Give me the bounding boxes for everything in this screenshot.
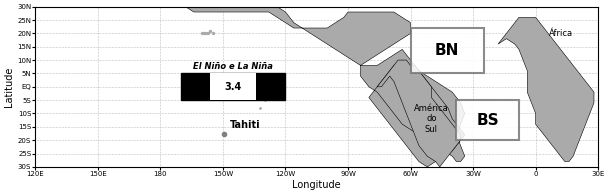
Text: BN: BN [435,43,459,58]
Text: 3.4: 3.4 [225,82,242,92]
Point [208,32,217,35]
Point [202,32,211,35]
Polygon shape [185,0,465,167]
Y-axis label: Latitude: Latitude [4,67,14,107]
Text: África: África [549,29,572,38]
Bar [410,28,484,73]
Bar [181,73,286,100]
Text: BS: BS [476,113,499,128]
Point [256,107,266,110]
X-axis label: Longitude: Longitude [292,180,341,190]
Bar [211,73,256,100]
Point [203,32,213,35]
Text: El Niño e La Niña: El Niño e La Niña [194,62,273,71]
Point [206,29,216,32]
Point [199,32,209,35]
Point [260,99,270,102]
Point [197,32,207,35]
Polygon shape [498,17,594,162]
Point [264,93,273,96]
Bar [456,100,519,140]
Text: América
do
Sul: América do Sul [414,104,449,134]
Polygon shape [377,60,460,167]
Text: Tahiti: Tahiti [230,120,261,130]
